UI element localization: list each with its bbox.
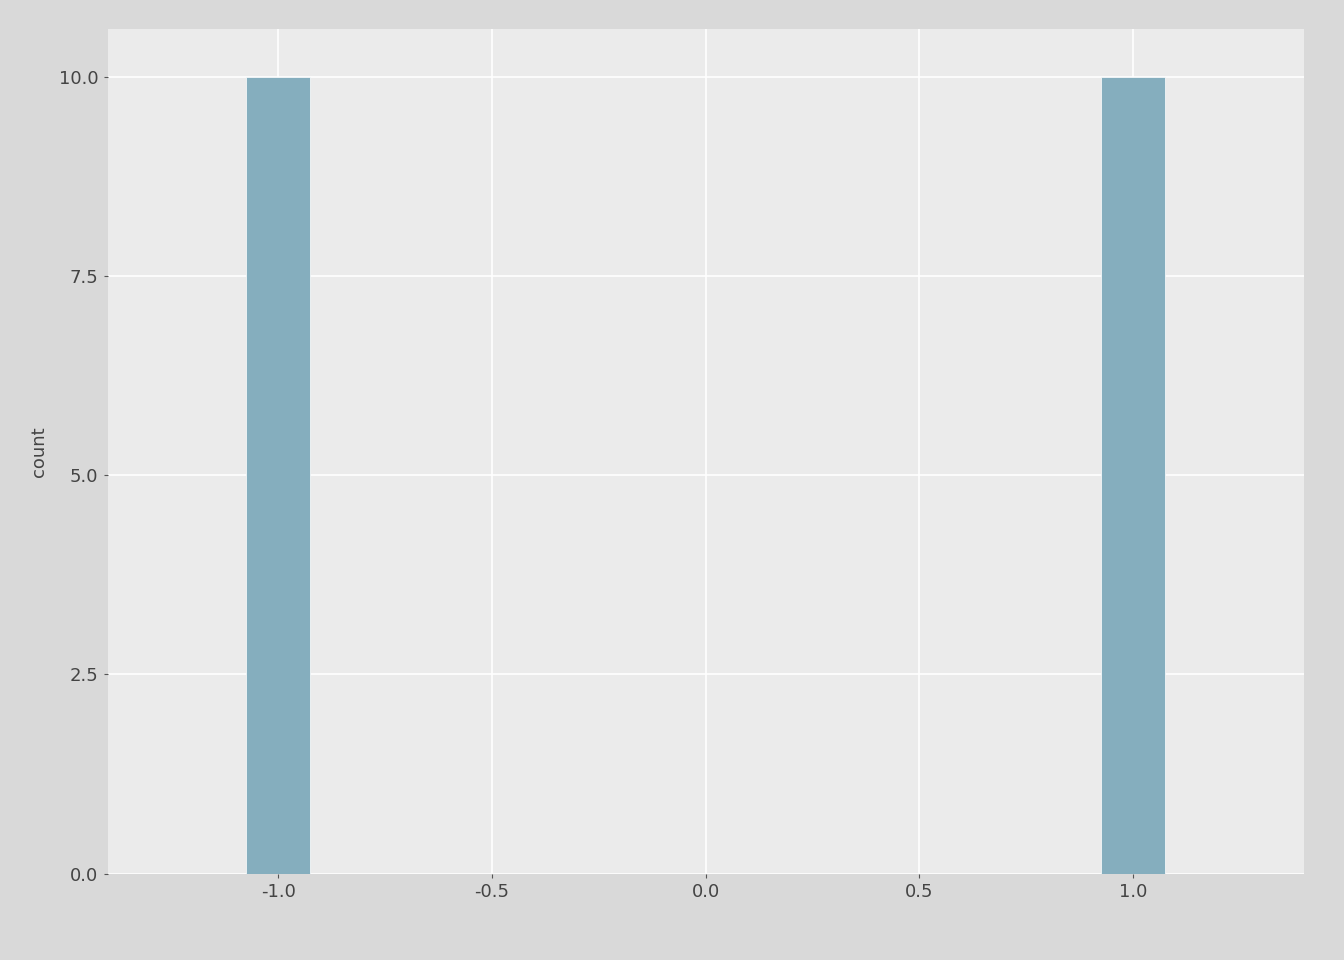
Y-axis label: count: count bbox=[30, 426, 48, 476]
Bar bbox=[1101, 77, 1165, 874]
Bar bbox=[246, 77, 310, 874]
